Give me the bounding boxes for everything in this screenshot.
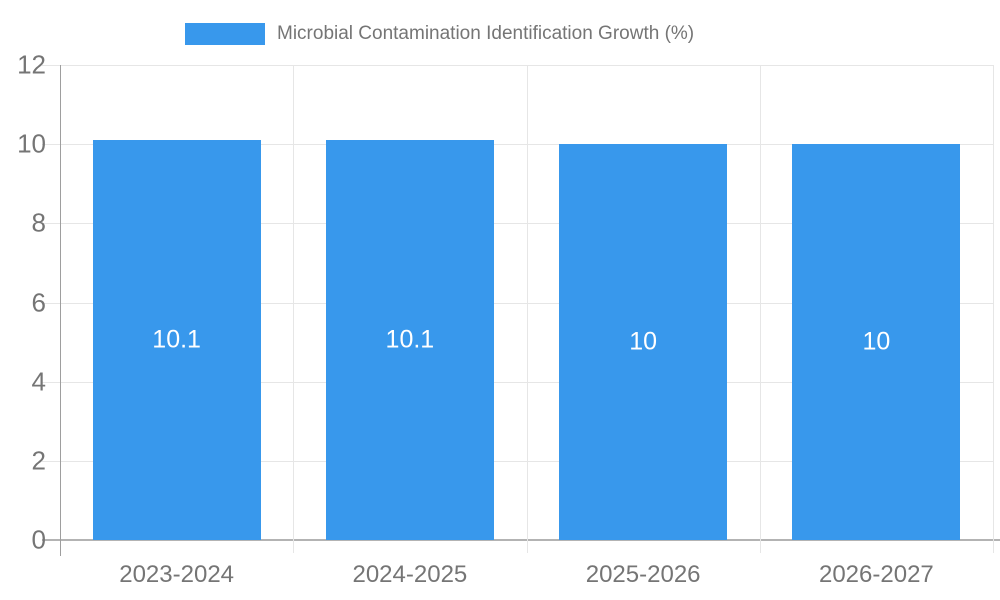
bar-value-label: 10 xyxy=(862,327,891,356)
bar-value-label: 10.1 xyxy=(385,325,435,354)
y-axis-tick-label: 12 xyxy=(17,49,46,80)
y-axis-tick-label: 6 xyxy=(31,287,46,317)
y-gridline xyxy=(42,65,993,66)
y-gridline xyxy=(42,302,993,304)
x-axis-tick-label: 2023-2024 xyxy=(119,561,235,588)
y-gridline xyxy=(42,460,993,462)
legend-series-label: Microbial Contamination Identification G… xyxy=(277,23,695,44)
category-gridline xyxy=(293,65,295,553)
y-gridline xyxy=(42,381,993,383)
x-axis-tick-label: 2025-2026 xyxy=(585,561,701,588)
y-axis-tick-label: 10 xyxy=(17,128,46,159)
bar xyxy=(92,140,261,540)
x-axis-tick-label: 2024-2025 xyxy=(352,561,468,588)
chart-legend: Microbial Contamination Identification G… xyxy=(185,22,694,46)
y-axis-tick-label: 4 xyxy=(31,366,46,397)
bar xyxy=(559,144,728,540)
bar xyxy=(792,144,961,540)
legend-color-swatch xyxy=(185,23,265,45)
y-axis-tick-label: 0 xyxy=(31,524,46,555)
x-axis-baseline xyxy=(42,539,1000,541)
category-gridline xyxy=(993,65,994,553)
bar xyxy=(325,140,494,540)
y-axis-line xyxy=(60,65,61,556)
category-gridline xyxy=(526,65,528,553)
category-gridline xyxy=(759,65,761,553)
y-axis-tick-label: 2 xyxy=(31,445,46,476)
bar-value-label: 10 xyxy=(629,327,658,356)
y-gridline xyxy=(42,223,993,225)
x-axis-tick-label: 2026-2027 xyxy=(818,561,934,588)
y-axis-tick-label: 8 xyxy=(31,207,46,238)
y-gridline xyxy=(42,144,993,146)
bar-value-label: 10.1 xyxy=(152,325,201,354)
